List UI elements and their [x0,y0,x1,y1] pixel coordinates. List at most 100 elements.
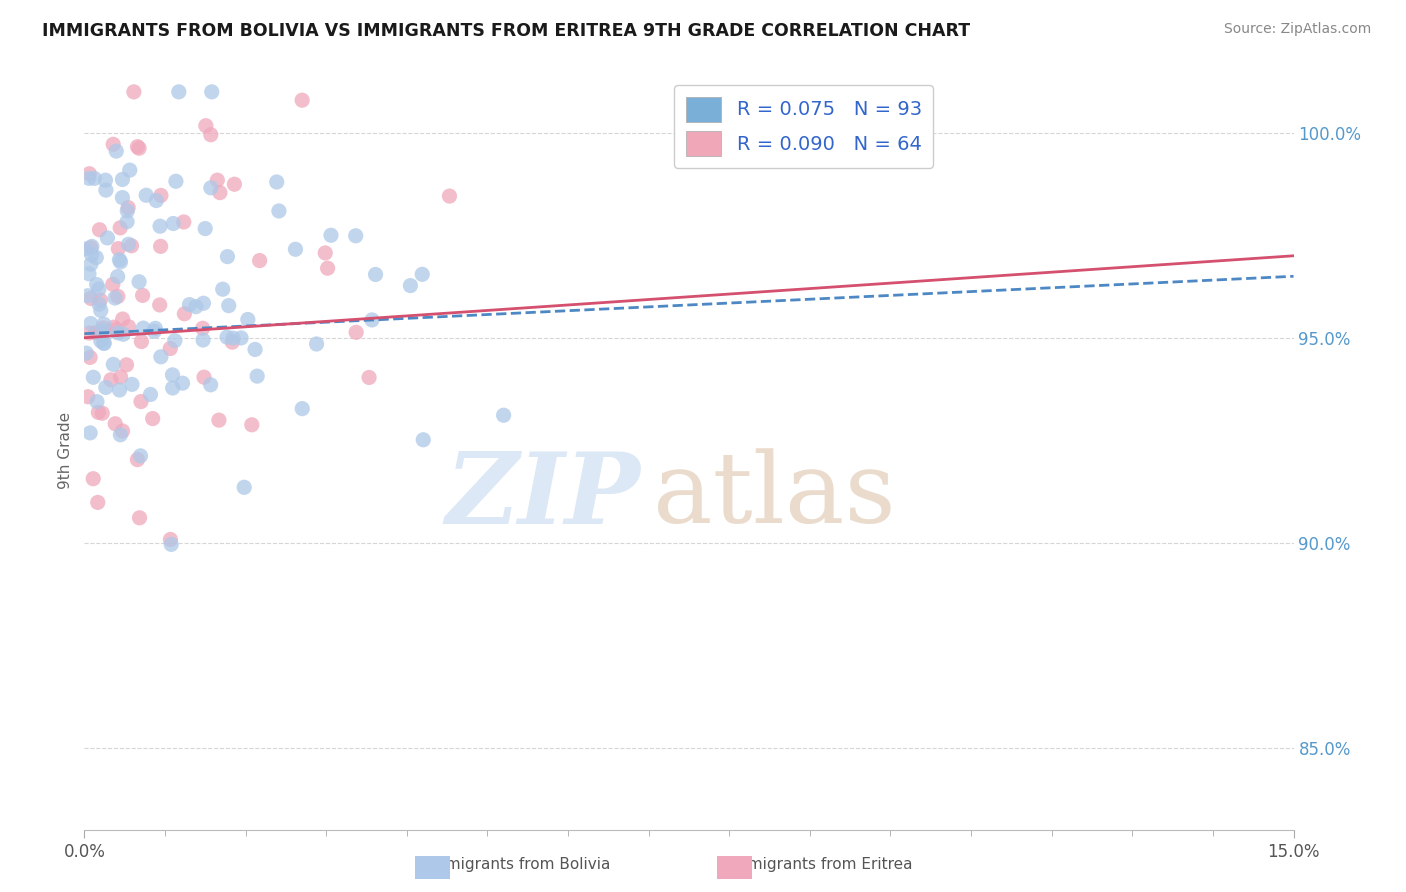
Point [162,217,184,231]
Text: Source: ZipAtlas.com: Source: ZipAtlas.com [1223,22,1371,37]
Point [193,370,215,384]
Point [128,511,150,525]
Point [132,321,155,335]
Point [173,307,195,321]
Point [110,427,132,442]
Text: Immigrants from Eritrea: Immigrants from Eritrea [704,857,912,872]
Point [314,246,336,260]
Point [76,289,98,303]
Point [305,337,328,351]
Point [224,178,246,192]
Point [243,343,266,357]
Point [80,241,103,255]
Point [105,322,128,336]
Point [101,137,124,152]
Point [149,219,172,234]
Point [173,215,195,229]
Point [229,331,252,345]
Point [121,377,143,392]
Point [115,215,138,229]
Point [142,411,165,425]
Point [128,275,150,289]
Point [129,449,152,463]
Point [357,370,380,384]
Point [160,537,183,551]
Point [200,128,222,142]
Point [73,242,96,256]
Point [217,250,239,264]
Point [117,203,139,218]
Point [80,317,103,331]
Point [411,268,433,282]
Point [111,172,134,186]
Point [77,390,100,404]
Point [117,237,139,252]
Point [127,139,149,153]
Point [80,257,103,271]
Point [221,335,243,350]
Point [316,261,339,276]
Point [84,326,107,340]
Text: atlas: atlas [652,448,896,544]
Point [284,242,307,256]
Point [149,188,172,202]
Point [222,331,245,345]
Point [108,252,131,267]
Point [79,167,101,181]
Point [193,296,215,310]
Point [90,334,112,348]
Point [80,248,103,262]
Point [87,297,110,311]
Point [165,174,187,188]
Point [208,186,231,200]
Point [90,303,112,318]
Point [211,282,233,296]
Point [492,409,515,423]
Point [162,368,184,382]
Point [87,326,110,340]
Point [128,141,150,155]
Point [200,181,222,195]
Point [87,495,110,509]
Point [118,163,141,178]
Point [215,330,238,344]
Point [135,188,157,202]
Point [291,401,314,416]
Point [77,267,100,281]
Point [107,326,129,340]
Point [122,85,145,99]
Point [240,417,263,432]
Point [291,93,314,107]
Point [179,297,201,311]
Point [149,239,172,253]
Point [344,326,367,340]
Point [121,239,143,253]
Point [361,313,384,327]
Point [145,321,167,335]
Point [101,277,124,292]
Point [80,292,103,306]
Point [79,351,101,365]
Point [111,424,134,438]
Point [194,221,217,235]
Point [439,189,461,203]
Point [93,335,115,350]
Point [93,336,115,351]
Point [84,251,107,265]
Point [87,405,110,419]
Point [91,406,114,420]
Point [86,394,108,409]
Point [131,288,153,302]
Point [194,119,217,133]
Point [83,171,105,186]
Point [159,342,181,356]
Point [107,289,129,303]
Point [399,278,422,293]
Point [79,425,101,440]
Point [218,299,240,313]
Point [208,413,231,427]
Point [159,533,181,547]
Point [108,220,131,235]
Point [184,300,207,314]
Point [201,85,224,99]
